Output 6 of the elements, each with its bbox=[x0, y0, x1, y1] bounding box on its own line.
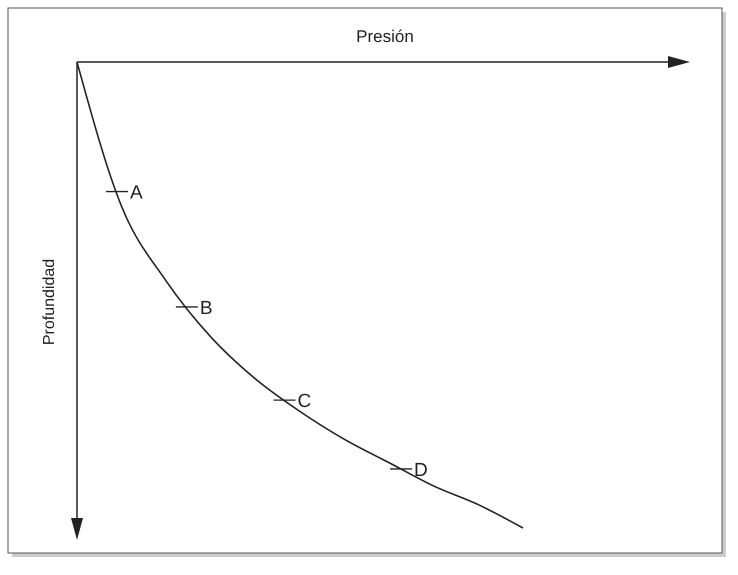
y-axis-title: Profundidad bbox=[41, 258, 58, 346]
annotation: A bbox=[130, 182, 143, 204]
annotation: C bbox=[297, 391, 312, 412]
annotation: D bbox=[414, 460, 428, 481]
x-axis-title: Presión bbox=[356, 27, 414, 46]
annotation: B bbox=[200, 298, 213, 319]
